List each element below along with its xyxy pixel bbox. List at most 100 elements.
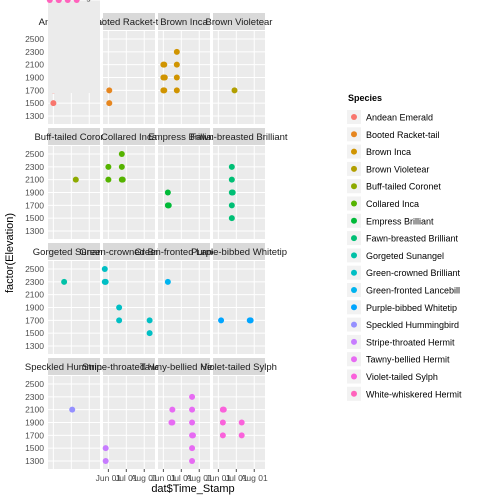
data-point xyxy=(231,87,238,94)
legend-label: White-whiskered Hermit xyxy=(366,389,462,399)
data-point xyxy=(228,163,235,170)
data-point xyxy=(219,432,226,439)
legend-swatch xyxy=(351,287,357,293)
data-point xyxy=(228,202,235,209)
y-tick-label: 2500 xyxy=(25,264,44,274)
y-tick-label: 1500 xyxy=(25,0,44,2)
facet-strip-label: Green-fronted Lancebill xyxy=(134,247,233,258)
data-point xyxy=(228,215,235,222)
y-tick-label: 1500 xyxy=(25,443,44,453)
x-tick-label: Jun 01 xyxy=(151,473,177,483)
y-tick-label: 2100 xyxy=(25,405,44,415)
legend-item: White-whiskered Hermit xyxy=(347,386,462,401)
facet-panel: Stripe-throated Hermit xyxy=(82,358,176,469)
data-point xyxy=(73,0,80,3)
data-point xyxy=(189,393,196,400)
data-point xyxy=(164,278,171,285)
y-tick-label: 2300 xyxy=(25,162,44,172)
data-point xyxy=(102,458,109,464)
legend-item: Purple-bibbed Whitetip xyxy=(347,300,457,315)
data-point xyxy=(165,202,172,209)
data-point xyxy=(173,87,180,94)
facet-panel: Violet-tailed Sylph xyxy=(201,358,277,469)
y-tick-label: 1900 xyxy=(25,418,44,428)
legend-item: Gorgeted Sunangel xyxy=(347,248,444,263)
y-tick-label: 1700 xyxy=(25,200,44,210)
y-tick-label: 1300 xyxy=(25,226,44,236)
facet-panel: Collared Inca xyxy=(101,128,158,239)
legend-label: Collared Inca xyxy=(366,199,419,209)
legend-item: Empress Brilliant xyxy=(347,213,434,228)
x-tick-label: Jul 01 xyxy=(225,473,248,483)
y-tick-label: 2100 xyxy=(25,60,44,70)
facet-strip-label: Buff-tailed Coronet xyxy=(34,132,113,143)
legend-label: Brown Inca xyxy=(366,147,411,157)
legend-label: Booted Racket-tail xyxy=(366,130,440,140)
y-tick-label: 2300 xyxy=(25,277,44,287)
facet-strip-label: Green-crowned Brilliant xyxy=(79,247,179,258)
facet-strip xyxy=(103,13,155,30)
legend-item: Brown Violetear xyxy=(347,161,429,176)
legend-item: Buff-tailed Coronet xyxy=(347,179,441,194)
y-tick-label: 1700 xyxy=(25,430,44,440)
y-tick-label: 1300 xyxy=(25,0,44,2)
facet-strip-label: Stripe-throated Hermit xyxy=(82,362,176,373)
facet-strip-label: Fawn-breasted Brilliant xyxy=(190,132,288,143)
y-tick-label: 1500 xyxy=(25,98,44,108)
legend-swatch xyxy=(351,235,357,242)
facet-panel: Purple-bibbed Whitetip xyxy=(191,243,287,354)
legend-swatch xyxy=(351,390,357,397)
facet-strip xyxy=(48,128,100,145)
data-point xyxy=(146,317,153,324)
facet-panel: Booted Racket-tail xyxy=(90,13,168,124)
legend-item: Green-crowned Brilliant xyxy=(347,265,461,280)
legend-swatch xyxy=(351,183,357,190)
y-tick-label: 1700 xyxy=(25,85,44,95)
facet-strip xyxy=(48,358,100,375)
facet-strip-label: Empress Brilliant xyxy=(148,132,220,143)
facet-panel: Gorgeted Sunangel 1300 1500 1700 1900 2100 230… xyxy=(25,243,115,354)
legend-label: Gorgeted Sunangel xyxy=(366,251,444,261)
legend-item: Stripe-throated Hermit xyxy=(347,334,455,349)
facet-panel: Green-fronted Lancebill xyxy=(134,243,234,354)
x-tick-label: Aug 01 xyxy=(131,473,158,483)
legend-label: Green-crowned Brilliant xyxy=(366,268,461,278)
data-point xyxy=(146,330,153,337)
y-tick-label: 1900 xyxy=(25,188,44,198)
data-point xyxy=(229,189,236,196)
y-tick-label: 2100 xyxy=(25,0,44,2)
facet-strip xyxy=(103,128,155,145)
y-tick-label: 2300 xyxy=(25,392,44,402)
x-tick-label: Jul 01 xyxy=(115,473,138,483)
y-tick-label: 1900 xyxy=(25,0,44,2)
legend-label: Tawny-bellied Hermit xyxy=(366,355,450,365)
data-point xyxy=(161,74,168,81)
y-tick-label: 2100 xyxy=(25,290,44,300)
facet-panel: Speckled Hummingbird 1300 1500 1700 1900 2100… xyxy=(25,358,123,469)
legend: Species Andean Emerald Booted Racket-tail… xyxy=(347,93,462,401)
legend-item: Tawny-bellied Hermit xyxy=(347,352,450,367)
data-point xyxy=(219,419,226,426)
legend-label: Stripe-throated Hermit xyxy=(366,337,455,347)
data-point xyxy=(189,445,196,452)
facet-strip-label: Violet-tailed Sylph xyxy=(201,362,277,373)
facet-strip-label: Purple-bibbed Whitetip xyxy=(191,247,287,258)
data-point xyxy=(189,432,196,439)
y-tick-label: 1900 xyxy=(25,73,44,83)
y-tick-label: 1700 xyxy=(25,0,44,2)
data-point xyxy=(46,0,53,3)
x-tick-label: Aug 01 xyxy=(76,0,103,2)
data-point xyxy=(238,419,245,426)
data-point xyxy=(116,317,123,324)
facet-panel: Green-crowned Brilliant xyxy=(79,243,179,354)
facet-strip xyxy=(213,13,265,30)
data-point xyxy=(218,317,225,324)
data-point xyxy=(161,87,168,94)
legend-swatch xyxy=(351,338,357,345)
legend-label: Andean Emerald xyxy=(366,113,433,123)
legend-item: Fawn-breasted Brilliant xyxy=(347,231,459,246)
legend-label: Fawn-breasted Brilliant xyxy=(366,234,459,244)
legend-swatch xyxy=(351,356,357,363)
legend-swatch xyxy=(351,200,357,207)
y-tick-label: 1300 xyxy=(25,111,44,121)
